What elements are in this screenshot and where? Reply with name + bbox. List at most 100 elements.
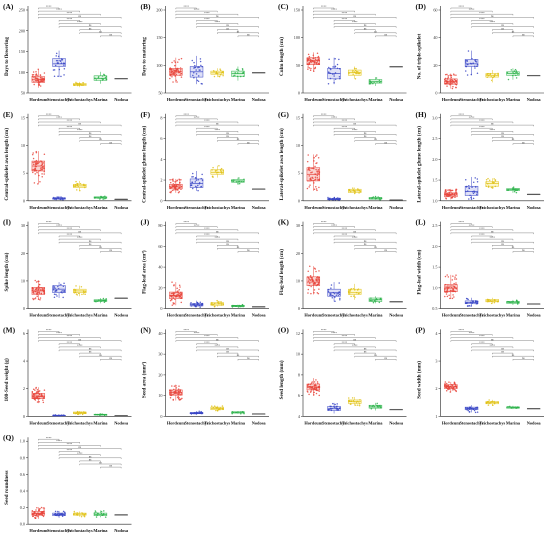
- significance-bracket: [58, 242, 122, 244]
- data-point: [516, 189, 518, 191]
- significance-label: ****: [77, 237, 83, 240]
- data-point: [55, 52, 58, 55]
- significance-bracket: [58, 343, 80, 345]
- significance-bracket: [38, 121, 101, 124]
- x-tick-label: Nodosa: [389, 97, 404, 102]
- data-point: [174, 70, 176, 73]
- data-point: [518, 407, 520, 409]
- data-point: [327, 409, 329, 411]
- data-point: [174, 181, 176, 183]
- x-tick-label: Trichostachys: [204, 313, 230, 318]
- data-point: [327, 290, 330, 293]
- data-point: [515, 189, 517, 192]
- data-point: [315, 188, 318, 190]
- significance-label: ns: [501, 351, 504, 354]
- y-tick-label: 20: [296, 251, 300, 256]
- data-point: [176, 81, 178, 83]
- x-tick-label: Trichostachys: [342, 420, 368, 425]
- x-tick-label: Nodosa: [389, 313, 404, 318]
- data-point: [181, 186, 183, 188]
- data-point: [62, 285, 65, 287]
- significance-bracket: [38, 442, 80, 444]
- data-point: [468, 305, 471, 307]
- data-point: [74, 185, 77, 188]
- significance-label: ****: [56, 117, 62, 120]
- data-point: [177, 191, 180, 194]
- data-point: [43, 509, 45, 511]
- data-point: [172, 297, 175, 299]
- y-tick-label: 10: [21, 278, 25, 283]
- data-point: [33, 168, 35, 171]
- significance-label: ****: [489, 237, 495, 240]
- data-point: [42, 510, 44, 513]
- data-point: [327, 196, 329, 199]
- data-point: [330, 287, 332, 289]
- data-point: [221, 302, 223, 304]
- data-point: [213, 302, 216, 305]
- data-point: [175, 71, 178, 73]
- data-point: [469, 406, 472, 408]
- data-point: [446, 85, 448, 87]
- panel-a: (A)Days to flowering50100150200250Hordeu…: [3, 2, 132, 102]
- data-point: [375, 297, 378, 300]
- data-point: [179, 291, 182, 294]
- significance-label: ns: [89, 348, 92, 351]
- data-point: [315, 185, 317, 188]
- data-point: [170, 392, 172, 395]
- x-tick-label: Nodosa: [527, 313, 542, 318]
- significance-label: ****: [342, 341, 348, 344]
- data-point: [211, 169, 213, 171]
- data-point: [32, 71, 35, 73]
- data-point: [316, 189, 318, 192]
- data-point: [307, 292, 309, 294]
- data-point: [34, 169, 37, 171]
- significance-bracket: [333, 134, 397, 136]
- data-point: [337, 294, 340, 297]
- x-tick-label: Trichostachys: [67, 313, 93, 318]
- data-point: [177, 293, 179, 295]
- significance-label: ns: [491, 15, 494, 18]
- x-tick-label: Nodosa: [114, 97, 129, 102]
- y-tick-label: 150: [19, 49, 25, 54]
- data-point: [235, 411, 238, 414]
- data-point: [218, 300, 220, 303]
- significance-bracket: [38, 115, 60, 117]
- data-point: [455, 390, 457, 393]
- significance-bracket: [38, 337, 101, 339]
- significance-bracket: [375, 359, 397, 361]
- significance-bracket: [313, 14, 376, 16]
- data-point: [177, 290, 179, 292]
- data-point: [334, 300, 336, 303]
- significance-label: ns: [247, 34, 250, 37]
- y-tick-label: 12: [296, 331, 300, 336]
- y-tick-label: 50: [158, 91, 162, 96]
- data-point: [352, 190, 355, 192]
- significance-bracket: [196, 346, 239, 349]
- data-point: [105, 75, 108, 78]
- data-point: [316, 172, 319, 174]
- data-point: [58, 513, 60, 515]
- data-point: [240, 412, 242, 415]
- data-point: [338, 293, 341, 296]
- data-point: [32, 393, 35, 395]
- data-point: [338, 197, 341, 200]
- data-point: [331, 407, 333, 410]
- data-point: [309, 69, 312, 72]
- data-point: [316, 276, 318, 279]
- data-point: [451, 384, 454, 387]
- data-point: [317, 62, 320, 65]
- data-point: [506, 406, 509, 408]
- y-tick-label: 1.0: [432, 198, 437, 203]
- data-point: [348, 293, 351, 295]
- data-point: [487, 401, 490, 403]
- data-point: [514, 406, 517, 408]
- data-point: [451, 290, 453, 292]
- data-point: [316, 52, 319, 54]
- box: [368, 79, 383, 84]
- data-point: [41, 176, 43, 178]
- data-point: [39, 393, 41, 396]
- x-tick-label: Hordeum: [29, 205, 47, 210]
- data-point: [357, 288, 360, 290]
- data-point: [446, 195, 449, 197]
- data-point: [221, 405, 224, 407]
